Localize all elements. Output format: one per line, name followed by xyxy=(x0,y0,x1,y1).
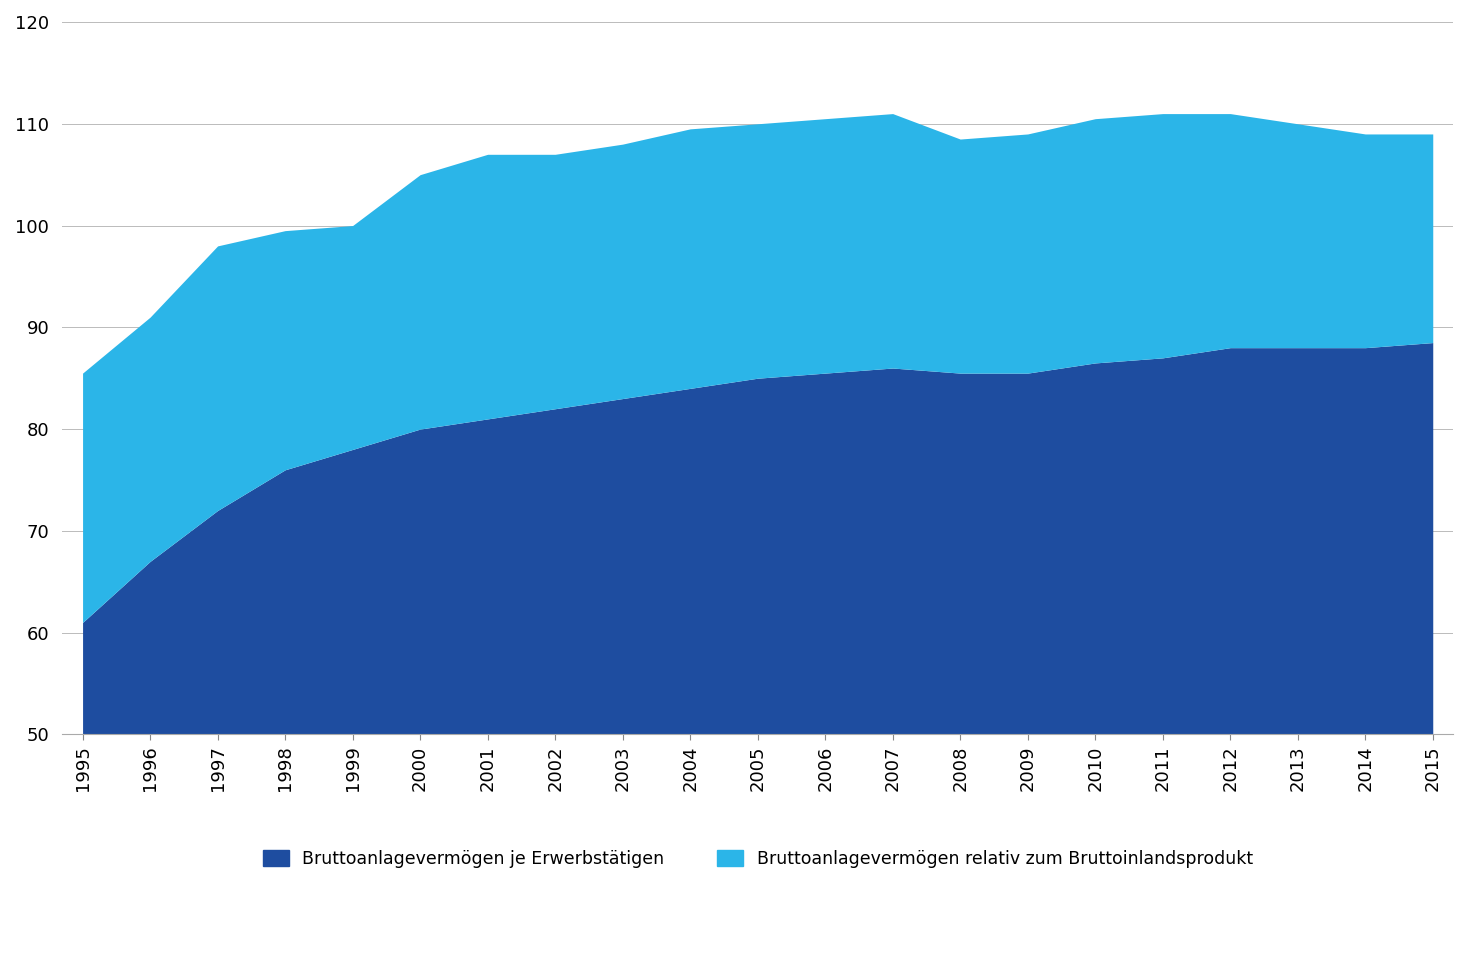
Legend: Bruttoanlagevermögen je Erwerbstätigen, Bruttoanlagevermögen relativ zum Bruttoi: Bruttoanlagevermögen je Erwerbstätigen, … xyxy=(263,850,1252,868)
